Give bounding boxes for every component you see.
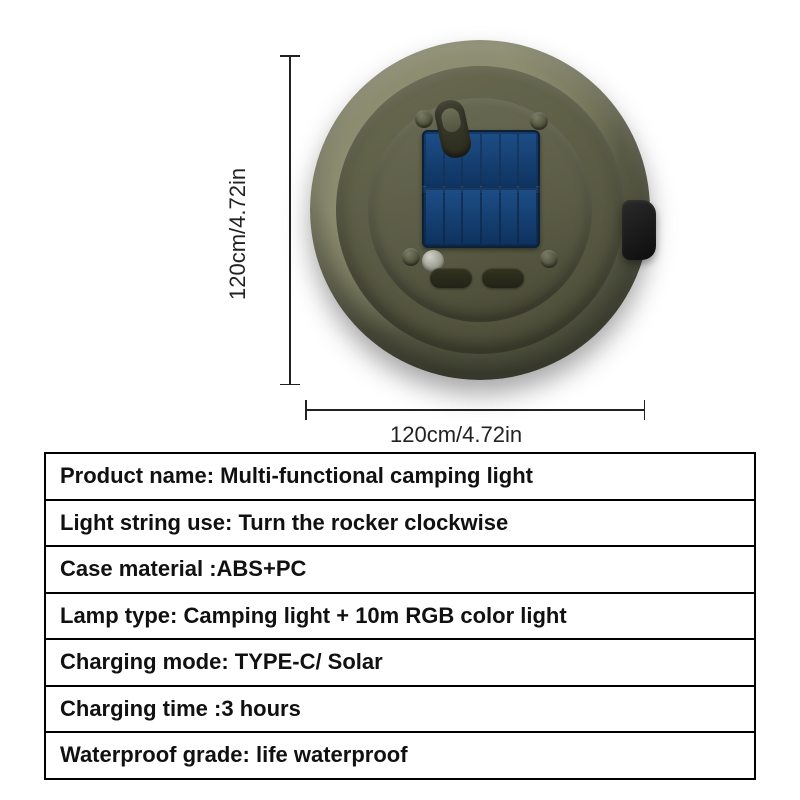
spec-value: Camping light + 10m RGB color light: [177, 603, 566, 628]
dimension-horizontal: [305, 400, 645, 420]
spec-row: Waterproof grade: life waterproof: [46, 733, 754, 780]
face-led-2: [530, 112, 548, 130]
spec-row: Case material :ABS+PC: [46, 547, 754, 594]
spec-label: Charging mode:: [60, 649, 229, 674]
solar-cell: [501, 134, 518, 188]
solar-cell: [501, 190, 518, 244]
solar-cell: [519, 190, 536, 244]
spec-label: Charging time :: [60, 696, 221, 721]
solar-cell: [519, 134, 536, 188]
spec-row: Light string use: Turn the rocker clockw…: [46, 501, 754, 548]
spec-value: Turn the rocker clockwise: [232, 510, 508, 535]
camping-light-device: [310, 40, 650, 380]
spec-row: Charging time :3 hours: [46, 687, 754, 734]
spec-row: Product name: Multi-functional camping l…: [46, 454, 754, 501]
spec-row: Charging mode: TYPE-C/ Solar: [46, 640, 754, 687]
solar-panel: [422, 130, 540, 248]
spec-value: Multi-functional camping light: [214, 463, 533, 488]
dimension-vertical: [280, 55, 300, 385]
spec-label: Waterproof grade:: [60, 742, 250, 767]
solar-cell: [463, 190, 480, 244]
spec-label: Case material :: [60, 556, 217, 581]
spec-label: Product name:: [60, 463, 214, 488]
solar-cell: [482, 190, 499, 244]
device-buttons: [430, 268, 524, 288]
mode-button: [482, 268, 524, 288]
spec-value: 3 hours: [221, 696, 300, 721]
hanging-hook: [622, 200, 656, 260]
solar-cell: [426, 190, 443, 244]
face-led-4: [402, 248, 420, 266]
face-led-1: [415, 110, 433, 128]
spec-value: life waterproof: [250, 742, 408, 767]
spec-row: Lamp type: Camping light + 10m RGB color…: [46, 594, 754, 641]
dimension-vertical-label: 120cm/4.72in: [225, 168, 251, 300]
power-button: [430, 268, 472, 288]
spec-value: ABS+PC: [217, 556, 307, 581]
spec-label: Light string use:: [60, 510, 232, 535]
solar-cell: [482, 134, 499, 188]
spec-value: TYPE-C/ Solar: [229, 649, 383, 674]
product-spec-infographic: 120cm/4.72in 120cm/4.72in: [0, 0, 800, 800]
spec-label: Lamp type:: [60, 603, 177, 628]
solar-cell: [445, 190, 462, 244]
spec-table: Product name: Multi-functional camping l…: [44, 452, 756, 780]
product-illustration: 120cm/4.72in 120cm/4.72in: [130, 10, 670, 430]
face-led-3: [540, 250, 558, 268]
solar-panel-bottom-half: [426, 190, 536, 244]
dimension-horizontal-label: 120cm/4.72in: [390, 422, 522, 448]
